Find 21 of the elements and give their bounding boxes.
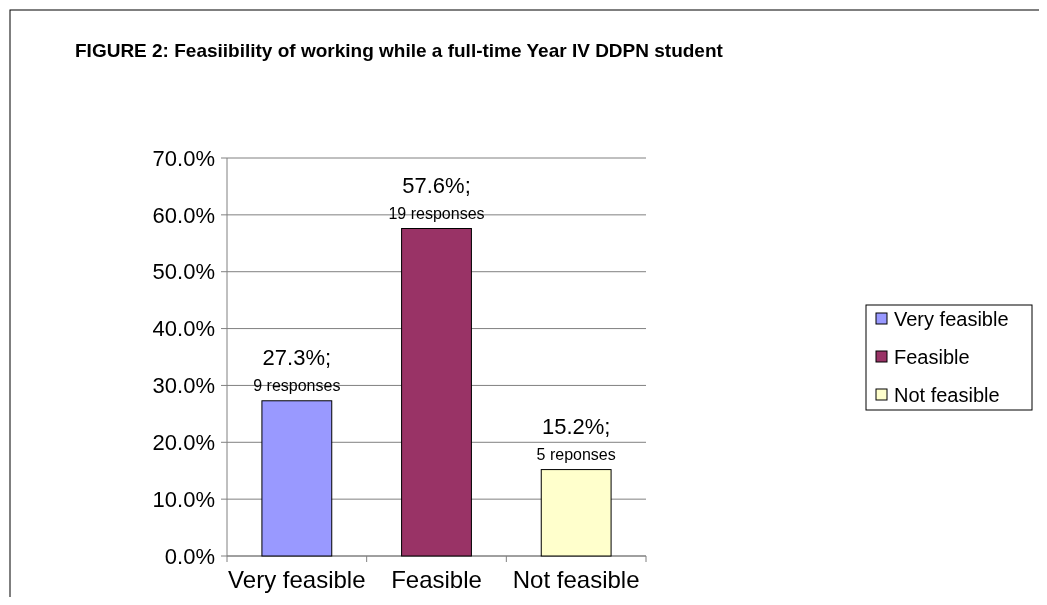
y-tick-label: 40.0% — [152, 316, 215, 342]
data-label: 15.2%; — [541, 413, 611, 439]
y-tick-label: 20.0% — [152, 429, 215, 455]
legend-label: Very feasible — [894, 308, 1009, 330]
data-label: 57.6%; — [402, 172, 471, 198]
y-tick-label: 70.0% — [152, 145, 215, 171]
annotation: 9 responses — [253, 376, 341, 394]
x-tick-label: Very feasible — [228, 566, 366, 593]
y-tick-label: 60.0% — [152, 202, 215, 228]
y-tick-label: 0.0% — [164, 543, 215, 569]
annotation: 19 responses — [388, 204, 485, 222]
legend-label: Feasible — [894, 346, 970, 368]
y-tick-label: 30.0% — [152, 373, 215, 399]
annotation: 5 reponses — [536, 445, 616, 463]
y-tick-label: 50.0% — [152, 259, 215, 285]
data-label: 27.3%; — [262, 344, 332, 370]
y-tick-label: 10.0% — [152, 486, 215, 512]
x-tick-label: Feasible — [391, 566, 482, 593]
chart-title: FIGURE 2: Feasiibility of working while a full-time Year IV DDPN student — [75, 40, 724, 61]
x-tick-label: Not feasible — [512, 566, 640, 593]
legend-label: Not feasible — [894, 384, 1000, 406]
